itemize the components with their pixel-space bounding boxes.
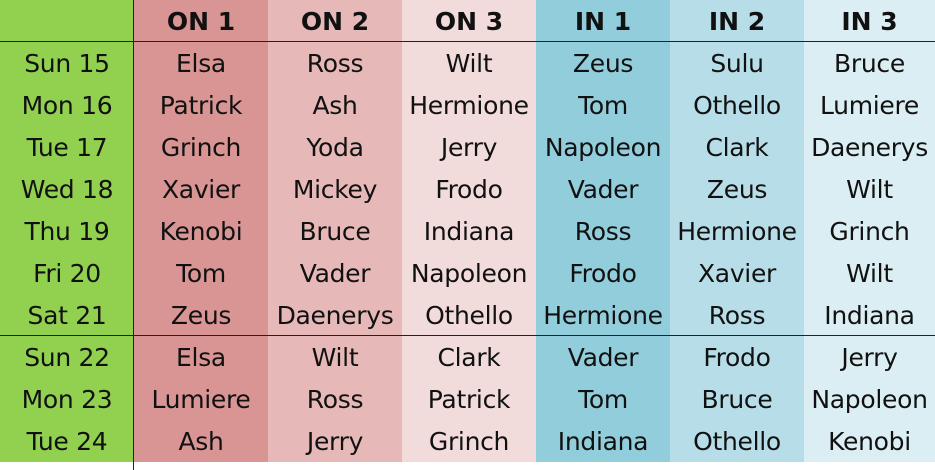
table-cell[interactable]: Napoleon — [402, 252, 536, 294]
header-divider — [0, 41, 935, 42]
table-cell[interactable]: Vader — [536, 168, 670, 210]
header-in-2[interactable]: IN 2 — [670, 0, 804, 42]
date-cell[interactable]: Thu 19 — [0, 210, 134, 252]
table-cell[interactable]: Elsa — [134, 336, 268, 378]
table-cell[interactable]: Zeus — [670, 168, 804, 210]
table-cell[interactable]: Napoleon — [536, 126, 670, 168]
date-cell[interactable]: Fri 20 — [0, 252, 134, 294]
table-cell[interactable]: Ross — [268, 42, 402, 84]
table-cell[interactable]: Ross — [268, 378, 402, 420]
table-cell[interactable]: Ross — [536, 210, 670, 252]
table-cell[interactable]: Zeus — [134, 294, 268, 336]
table-cell[interactable]: Ash — [134, 420, 268, 462]
date-cell[interactable]: Tue 17 — [0, 126, 134, 168]
date-cell[interactable]: Mon 23 — [0, 378, 134, 420]
table-cell[interactable]: Kenobi — [804, 420, 935, 462]
date-cell[interactable]: Sun 15 — [0, 42, 134, 84]
table-cell[interactable]: Bruce — [670, 378, 804, 420]
table-cell[interactable]: Patrick — [402, 378, 536, 420]
table-cell[interactable]: Hermione — [402, 84, 536, 126]
table-cell[interactable]: Lumiere — [134, 378, 268, 420]
table-cell[interactable]: Othello — [402, 294, 536, 336]
table-cell[interactable]: Wilt — [804, 252, 935, 294]
date-cell[interactable]: Mon 16 — [0, 84, 134, 126]
table-cell[interactable]: Frodo — [402, 168, 536, 210]
table-cell[interactable]: Grinch — [134, 126, 268, 168]
table-cell[interactable]: Elsa — [134, 42, 268, 84]
table-cell[interactable]: Othello — [670, 420, 804, 462]
table-cell[interactable]: Wilt — [402, 42, 536, 84]
date-cell[interactable]: Tue 24 — [0, 420, 134, 462]
table-cell[interactable]: Grinch — [402, 420, 536, 462]
table-cell[interactable]: Zeus — [536, 42, 670, 84]
table-cell[interactable]: Wilt — [268, 336, 402, 378]
date-cell[interactable]: Sat 21 — [0, 294, 134, 336]
table-cell[interactable]: Mickey — [268, 168, 402, 210]
table-cell[interactable]: Xavier — [134, 168, 268, 210]
header-on-3[interactable]: ON 3 — [402, 0, 536, 42]
table-cell[interactable]: Tom — [536, 84, 670, 126]
header-on-1[interactable]: ON 1 — [134, 0, 268, 42]
date-cell[interactable]: Sun 22 — [0, 336, 134, 378]
table-cell[interactable]: Ash — [268, 84, 402, 126]
date-cell[interactable]: Wed 18 — [0, 168, 134, 210]
table-cell[interactable]: Frodo — [670, 336, 804, 378]
table-cell[interactable]: Indiana — [804, 294, 935, 336]
table-cell[interactable]: Vader — [536, 336, 670, 378]
table-cell[interactable]: Othello — [670, 84, 804, 126]
table-cell[interactable]: Indiana — [536, 420, 670, 462]
table-cell[interactable]: Vader — [268, 252, 402, 294]
table-cell[interactable]: Yoda — [268, 126, 402, 168]
table-cell[interactable]: Bruce — [804, 42, 935, 84]
table-cell[interactable]: Jerry — [804, 336, 935, 378]
header-in-3[interactable]: IN 3 — [804, 0, 935, 42]
table-cell[interactable]: Clark — [670, 126, 804, 168]
table-cell[interactable]: Tom — [134, 252, 268, 294]
week-divider — [0, 335, 935, 336]
table-cell[interactable]: Daenerys — [804, 126, 935, 168]
table-cell[interactable]: Grinch — [804, 210, 935, 252]
table-cell[interactable]: Daenerys — [268, 294, 402, 336]
table-cell[interactable]: Tom — [536, 378, 670, 420]
table-cell[interactable]: Lumiere — [804, 84, 935, 126]
table-cell[interactable]: Indiana — [402, 210, 536, 252]
table-cell[interactable]: Kenobi — [134, 210, 268, 252]
table-cell[interactable]: Hermione — [670, 210, 804, 252]
date-column-divider — [133, 0, 134, 470]
table-cell[interactable]: Frodo — [536, 252, 670, 294]
table-cell[interactable]: Bruce — [268, 210, 402, 252]
header-in-1[interactable]: IN 1 — [536, 0, 670, 42]
header-on-2[interactable]: ON 2 — [268, 0, 402, 42]
table-cell[interactable]: Wilt — [804, 168, 935, 210]
table-cell[interactable]: Jerry — [268, 420, 402, 462]
table-cell[interactable]: Xavier — [670, 252, 804, 294]
table-cell[interactable]: Patrick — [134, 84, 268, 126]
table-cell[interactable]: Clark — [402, 336, 536, 378]
table-cell[interactable]: Hermione — [536, 294, 670, 336]
table-cell[interactable]: Jerry — [402, 126, 536, 168]
table-cell[interactable]: Sulu — [670, 42, 804, 84]
table-cell[interactable]: Ross — [670, 294, 804, 336]
table-cell[interactable]: Napoleon — [804, 378, 935, 420]
corner-cell[interactable] — [0, 0, 134, 42]
